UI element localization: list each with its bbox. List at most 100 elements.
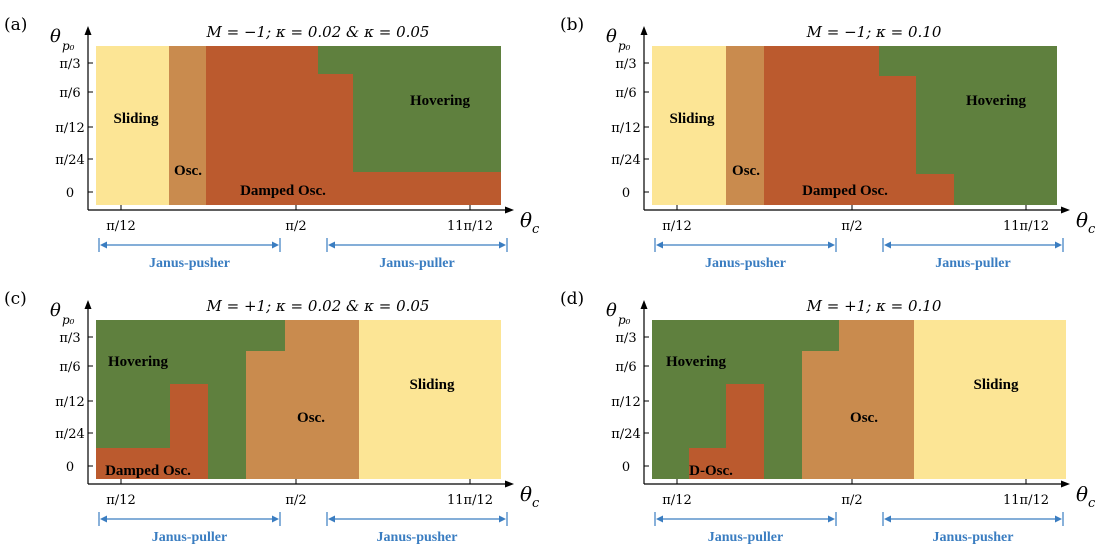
bracket-label: Janus-pusher: [705, 256, 786, 271]
y-tick-label: π/12: [611, 121, 640, 136]
panel-label: (a): [4, 15, 27, 35]
region-hovering: [96, 320, 285, 479]
region-hovering: [879, 46, 1057, 205]
y-tick-label: π/24: [55, 427, 84, 442]
region-label: D-Osc.: [689, 463, 733, 479]
region-label: Hovering: [108, 354, 168, 370]
y-tick-label: 0: [66, 460, 74, 475]
y-tick-label: π/6: [615, 86, 636, 101]
x-tick-label: π/12: [106, 219, 135, 234]
y-tick-label: π/12: [55, 121, 84, 136]
arrow-left-icon: [656, 241, 663, 249]
x-tick-label: π/2: [841, 219, 862, 234]
panel-title: M = −1; κ = 0.10: [806, 23, 942, 41]
y-tick-label: π/12: [55, 395, 84, 410]
panel-a: Sliding Osc. Damped Osc. Hovering π/3 π/6 π/12…: [4, 15, 540, 271]
x-tick-label: π/2: [841, 493, 862, 508]
region-label: Osc.: [297, 410, 325, 426]
x-axis-title: θ: [1076, 208, 1088, 232]
panel-c: Hovering Damped Osc. Osc. Sliding π/3 π/6 π/12…: [4, 289, 540, 545]
region-label: Hovering: [410, 93, 470, 109]
y-tick-label: 0: [622, 186, 630, 201]
bracket-label: Janus-puller: [152, 530, 227, 545]
y-axis-arrow-icon: [640, 26, 648, 35]
y-axis-title: θ: [50, 26, 61, 47]
y-tick-label: π/6: [615, 360, 636, 375]
arrow-left-icon: [328, 515, 335, 523]
arrow-right-icon: [828, 515, 835, 523]
region-osc: [726, 46, 764, 205]
region-sliding: [96, 46, 169, 205]
region-label: Sliding: [669, 111, 715, 127]
y-tick-label: 0: [622, 460, 630, 475]
arrow-right-icon: [1055, 515, 1062, 523]
y-axis-title-subscript: p₀: [618, 313, 631, 327]
x-axis-title: θ: [520, 208, 532, 232]
arrow-right-icon: [272, 241, 279, 249]
region-osc: [246, 320, 359, 479]
region-osc: [802, 320, 914, 479]
x-tick-label: 11π/12: [1003, 219, 1049, 234]
x-tick-label: π/2: [285, 219, 306, 234]
arrow-right-icon: [1055, 241, 1062, 249]
region-sliding: [652, 46, 726, 205]
x-tick-label: 11π/12: [447, 493, 493, 508]
bracket-label: Janus-pusher: [933, 530, 1014, 545]
arrow-right-icon: [499, 241, 506, 249]
x-axis-arrow-icon: [505, 206, 514, 214]
y-tick-label: π/24: [611, 427, 640, 442]
x-axis-arrow-icon: [1061, 480, 1070, 488]
x-axis-title-subscript: c: [532, 496, 540, 511]
y-axis-arrow-icon: [84, 26, 92, 35]
arrow-left-icon: [656, 515, 663, 523]
region-label: Damped Osc.: [105, 463, 191, 479]
region-label: Sliding: [409, 377, 455, 393]
bracket-label: Janus-puller: [708, 530, 783, 545]
x-tick-label: π/12: [662, 493, 691, 508]
region-damped-osc: [206, 46, 501, 205]
arrow-left-icon: [884, 515, 891, 523]
y-tick-label: π/6: [59, 360, 80, 375]
x-tick-label: π/12: [662, 219, 691, 234]
x-axis-title: θ: [520, 482, 532, 506]
arrow-right-icon: [499, 515, 506, 523]
x-axis-title-subscript: c: [532, 222, 540, 237]
y-axis-title-subscript: p₀: [618, 39, 631, 53]
region-label: Osc.: [732, 163, 760, 179]
arrow-right-icon: [272, 515, 279, 523]
region-label: Hovering: [966, 93, 1026, 109]
x-axis-title-subscript: c: [1088, 496, 1096, 511]
y-tick-label: π/3: [59, 57, 80, 72]
panel-label: (b): [560, 15, 584, 35]
y-axis-arrow-icon: [640, 300, 648, 309]
arrow-left-icon: [328, 241, 335, 249]
region-hovering: [652, 320, 839, 479]
bracket-label: Janus-puller: [379, 256, 454, 271]
y-axis-title-subscript: p₀: [62, 313, 75, 327]
panel-b: Sliding Osc. Damped Osc. Hovering π/3 π/6 π/12…: [560, 15, 1096, 271]
region-sliding: [359, 320, 501, 479]
x-tick-label: 11π/12: [447, 219, 493, 234]
panel-title: M = −1; κ = 0.02 & κ = 0.05: [206, 23, 430, 41]
region-label: Osc.: [174, 163, 202, 179]
x-axis-arrow-icon: [505, 480, 514, 488]
region-damped-osc: [764, 46, 954, 205]
y-axis-title: θ: [606, 300, 617, 321]
region-label: Sliding: [113, 111, 159, 127]
region-label: Damped Osc.: [802, 183, 888, 199]
panel-title: M = +1; κ = 0.10: [806, 297, 942, 315]
region-label: Sliding: [973, 377, 1019, 393]
x-tick-label: 11π/12: [1003, 493, 1049, 508]
region-hovering: [318, 46, 501, 172]
x-tick-label: π/2: [285, 493, 306, 508]
region-label: Osc.: [850, 410, 878, 426]
x-tick-label: π/12: [106, 493, 135, 508]
bracket-label: Janus-pusher: [377, 530, 458, 545]
bracket-label: Janus-puller: [935, 256, 1010, 271]
x-axis-arrow-icon: [1061, 206, 1070, 214]
panel-d: Hovering D-Osc. Osc. Sliding π/3 π/6 π/12 π/24 0…: [560, 289, 1096, 545]
bracket-label: Janus-pusher: [149, 256, 230, 271]
region-osc: [169, 46, 206, 205]
region-sliding: [914, 320, 1066, 479]
